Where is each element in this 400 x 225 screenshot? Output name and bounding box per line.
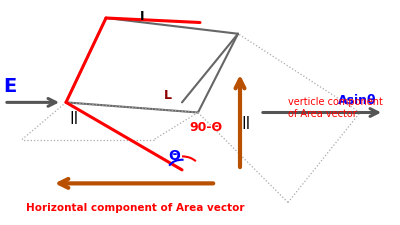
Text: ||: ||: [241, 116, 251, 129]
Text: Asinθ: Asinθ: [338, 94, 376, 107]
Text: E: E: [3, 77, 17, 96]
Text: I: I: [140, 10, 144, 23]
Text: Horizontal component of Area vector: Horizontal component of Area vector: [26, 203, 244, 213]
Text: 90-Θ: 90-Θ: [190, 121, 222, 134]
Text: ||: ||: [69, 110, 79, 124]
Text: Θ: Θ: [168, 149, 180, 163]
Text: verticle component
of Area vector: verticle component of Area vector: [288, 97, 383, 119]
Text: L: L: [164, 89, 172, 102]
